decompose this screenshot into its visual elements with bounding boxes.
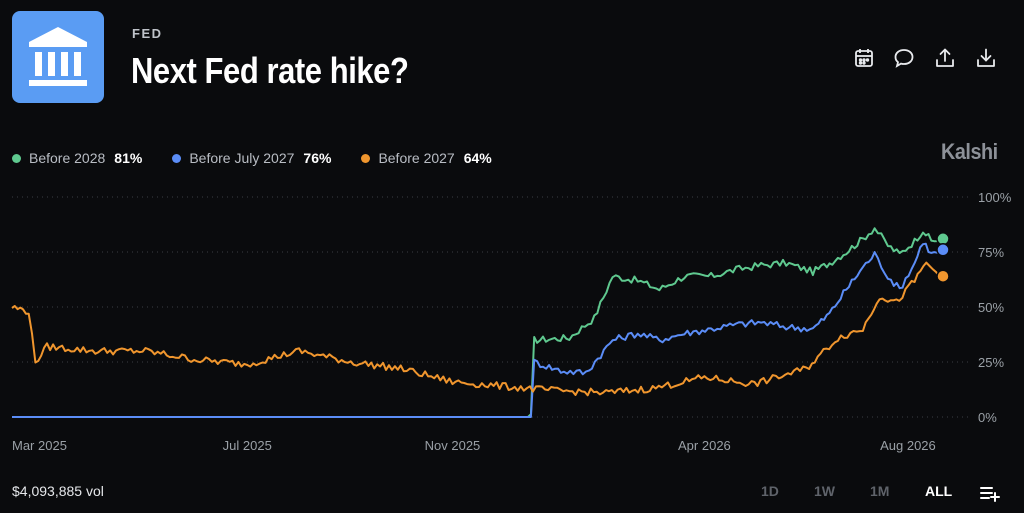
legend-item-before-2028[interactable]: Before 2028 81% <box>12 150 142 166</box>
download-icon[interactable] <box>972 44 1000 72</box>
legend-dot <box>172 153 182 163</box>
legend-value: 81% <box>114 150 143 166</box>
volume-label: $4,093,885 vol <box>12 483 104 499</box>
x-tick-label: Apr 2026 <box>678 438 731 453</box>
legend-label: Before July 2027 <box>189 150 295 166</box>
range-all-button[interactable]: ALL <box>925 483 953 499</box>
market-category: FED <box>132 26 163 41</box>
range-1d-button[interactable]: 1D <box>761 483 779 499</box>
list-add-icon[interactable] <box>976 479 1004 507</box>
share-icon[interactable] <box>931 44 959 72</box>
range-1m-button[interactable]: 1M <box>870 483 890 499</box>
legend-value: 76% <box>303 150 332 166</box>
y-tick-label: 0% <box>978 410 997 425</box>
toolbar <box>850 44 1010 74</box>
legend-item-before-2027[interactable]: Before 2027 64% <box>361 150 492 166</box>
page-title: Next Fed rate hike? <box>131 50 409 91</box>
x-tick-label: Jul 2025 <box>223 438 272 453</box>
x-tick-label: Mar 2025 <box>12 438 67 453</box>
bank-building-icon <box>29 27 87 86</box>
series-endpoint <box>936 243 950 257</box>
y-tick-label: 100% <box>978 190 1012 205</box>
y-tick-label: 25% <box>978 355 1004 370</box>
chart-legend: Before 2028 81% Before July 2027 76% Bef… <box>12 148 522 168</box>
legend-dot <box>361 153 371 163</box>
series-line <box>11 261 944 397</box>
legend-label: Before 2028 <box>29 150 106 166</box>
market-logo <box>12 11 104 103</box>
comment-icon[interactable] <box>890 44 918 72</box>
legend-value: 64% <box>463 150 492 166</box>
calendar-icon[interactable] <box>850 44 878 72</box>
series-endpoint <box>936 232 950 246</box>
brand-logo: Kalshi <box>941 139 998 164</box>
series-line <box>12 242 944 418</box>
range-1w-button[interactable]: 1W <box>814 483 835 499</box>
y-tick-label: 50% <box>978 300 1004 315</box>
x-tick-label: Nov 2025 <box>425 438 481 453</box>
range-selector: 1D 1W 1M ALL <box>740 483 1020 503</box>
legend-item-before-july-2027[interactable]: Before July 2027 76% <box>172 150 331 166</box>
x-tick-label: Aug 2026 <box>880 438 936 453</box>
y-tick-label: 75% <box>978 245 1004 260</box>
legend-dot <box>12 153 21 163</box>
series-endpoint <box>936 269 950 283</box>
series-line <box>12 227 944 418</box>
legend-label: Before 2027 <box>378 150 455 166</box>
